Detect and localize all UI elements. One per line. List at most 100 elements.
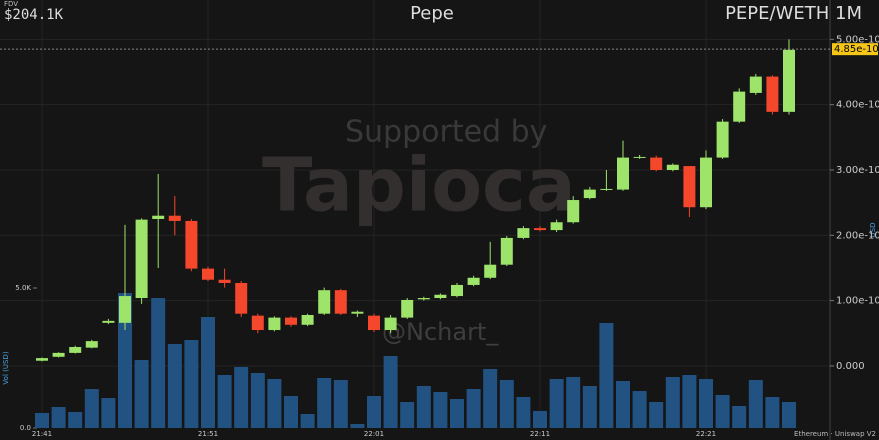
volume-bar <box>499 380 514 428</box>
last-price-label: 4.85e-10 <box>834 44 879 55</box>
volume-bar <box>84 388 99 428</box>
volume-bar <box>715 394 730 428</box>
candle-body <box>716 121 729 158</box>
volume-bar <box>483 369 498 428</box>
candle-body <box>783 49 795 112</box>
volume-bar <box>217 374 232 428</box>
candle-body <box>733 91 746 122</box>
footer: Ethereum · Uniswap V2 <box>794 430 876 438</box>
volume-bar <box>350 423 365 428</box>
volume-bar <box>151 297 166 428</box>
candle-body <box>36 358 48 361</box>
x-tick-label: 21:41 <box>32 430 52 438</box>
volume-bar <box>549 379 564 428</box>
volume-bar <box>250 373 265 428</box>
volume-bar <box>51 407 66 428</box>
candle-body <box>467 277 480 285</box>
candle-body <box>85 341 98 348</box>
candle-body <box>666 164 679 170</box>
volume-bar <box>118 293 132 428</box>
candle-body <box>384 317 397 331</box>
candle-body <box>633 156 646 158</box>
volume-bar <box>433 391 448 428</box>
volume-bar <box>167 344 182 428</box>
candle-body <box>600 188 613 190</box>
x-tick-label: 22:01 <box>364 430 384 438</box>
candle-body <box>285 317 297 325</box>
candle-body <box>52 352 65 357</box>
candle-body <box>351 311 364 314</box>
candle-body <box>235 282 248 314</box>
candle-body <box>301 314 314 325</box>
candle-body <box>202 268 214 280</box>
candle-body <box>368 315 380 331</box>
candle-body <box>617 157 629 190</box>
candle-body <box>152 215 165 219</box>
candle-body <box>69 347 82 353</box>
volume-bar <box>765 397 780 428</box>
volume-bar <box>101 398 116 428</box>
candle-body <box>683 166 696 208</box>
candle-body <box>251 315 264 331</box>
candle-body <box>119 296 131 323</box>
x-tick-label: 22:21 <box>696 430 716 438</box>
y2-tick-label: 2.00e-10 <box>836 230 879 241</box>
volume-bar <box>582 386 597 428</box>
volume-bar <box>35 412 49 428</box>
volume-bar <box>317 377 332 428</box>
candle-body <box>484 264 497 278</box>
candle-body <box>534 228 546 231</box>
volume-bar <box>599 323 614 428</box>
volume-bar <box>234 366 249 428</box>
watermark: Tapioca <box>262 143 576 229</box>
volume-bar <box>732 405 747 428</box>
candle-body <box>550 222 563 231</box>
candle-body <box>650 157 663 170</box>
candle-body <box>102 320 115 323</box>
candle-body <box>749 76 762 93</box>
candle-body <box>434 294 447 299</box>
candle-body <box>268 317 281 331</box>
volume-bar <box>450 398 464 428</box>
candle-body <box>168 215 181 221</box>
chart-title: Pepe <box>410 3 454 24</box>
fdv-label: FDV <box>4 0 18 8</box>
volume-bar <box>416 386 431 428</box>
volume-bar <box>367 395 381 428</box>
volume-bar <box>184 339 199 428</box>
volume-bar <box>566 377 581 428</box>
candle-body <box>567 200 580 223</box>
volume-bar <box>748 380 763 428</box>
candle-body <box>766 76 779 112</box>
candle-body <box>318 290 331 314</box>
volume-bar <box>383 356 398 428</box>
x-tick-label: 22:11 <box>530 430 550 438</box>
volume-bar <box>333 380 348 428</box>
volume-bar <box>632 391 647 428</box>
y2-tick-label: 5.00e-10 <box>836 34 879 45</box>
volume-bar <box>400 401 415 428</box>
x-tick-label: 21:51 <box>198 430 218 438</box>
candle-body <box>451 284 463 297</box>
volume-bar <box>201 317 215 428</box>
volume-bar <box>699 379 713 428</box>
y-tick-label: 5.0K <box>15 284 31 292</box>
volume-bar <box>782 401 796 428</box>
candle-body <box>218 279 231 283</box>
y-tick-label: 0.0 <box>20 424 31 432</box>
volume-bar <box>682 374 697 428</box>
y2-tick-label: 0.000 <box>836 361 865 372</box>
volume-bar <box>466 388 481 428</box>
volume-bar <box>68 412 83 428</box>
fdv-value: $204.1K <box>4 7 64 23</box>
volume-bar <box>134 359 149 428</box>
volume-bar <box>665 377 680 428</box>
candle-body <box>500 237 513 265</box>
candle-body <box>417 298 430 300</box>
watermark: Supported by <box>345 115 547 150</box>
y2-axis-label: USD <box>869 223 877 238</box>
volume-bar <box>616 380 630 428</box>
volume-bar <box>516 397 531 428</box>
last-price-tag <box>832 43 878 56</box>
